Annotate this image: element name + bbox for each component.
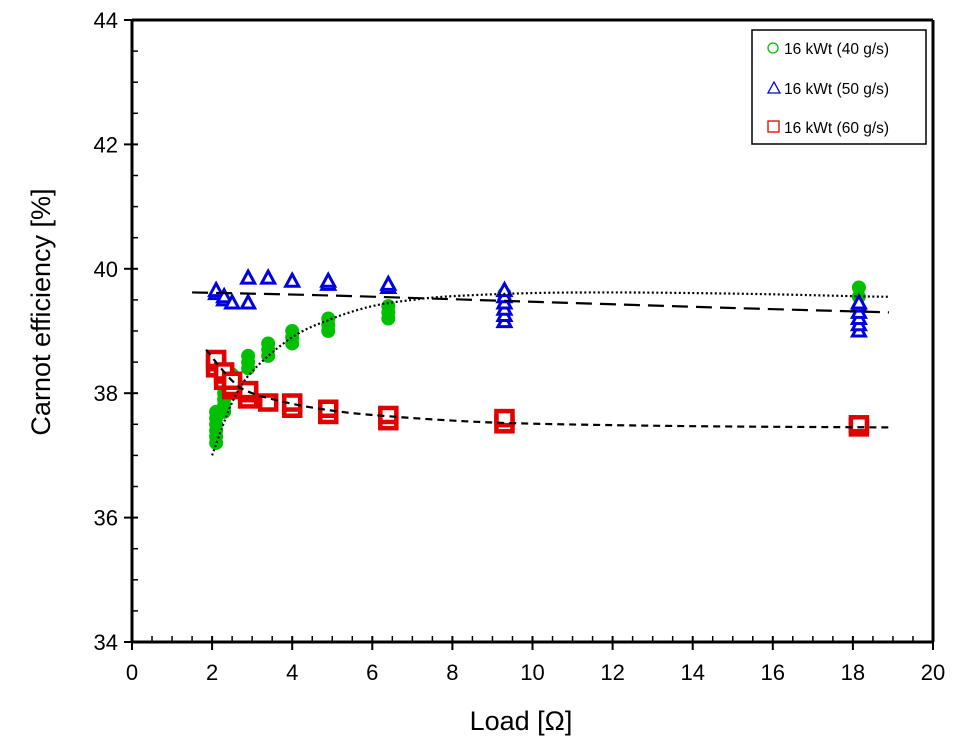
trend-line-dotted (211, 291, 889, 456)
x-tick-label: 0 (126, 660, 138, 685)
x-tick-label: 4 (286, 660, 298, 685)
data-point-circle (241, 348, 256, 363)
data-point-circle (321, 311, 336, 326)
circle-marker-icon (767, 42, 779, 54)
legend-item-50gs: 16 kWt (50 g/s) (766, 80, 889, 98)
data-point-circle (285, 324, 300, 338)
triangle-marker-icon (766, 80, 782, 94)
data-point-triangle (283, 271, 302, 288)
data-point-triangle (379, 274, 398, 291)
trend-lines (192, 291, 889, 456)
x-tick-label: 8 (446, 660, 458, 685)
legend-item-60gs: 16 kWt (60 g/s) (767, 120, 889, 137)
x-tick-label: 18 (841, 660, 865, 685)
axis-ticks (124, 19, 934, 650)
data-point-triangle (239, 267, 258, 285)
x-tick-label: 10 (520, 660, 544, 685)
data-point-circle (261, 336, 276, 351)
y-tick-label: 34 (94, 630, 118, 655)
data-point-circle (851, 280, 866, 295)
square-marker-icon (767, 120, 780, 133)
x-tick-label: 16 (761, 660, 785, 685)
data-point-square (848, 415, 870, 434)
data-point-triangle (239, 292, 258, 310)
data-point-triangle (849, 292, 868, 310)
data-point-triangle (319, 271, 338, 288)
y-tick-label: 42 (94, 132, 118, 157)
legend-label: 16 kWt (40 g/s) (784, 41, 889, 58)
data-point-triangle (223, 292, 242, 310)
x-tick-label: 2 (206, 660, 218, 685)
trend-line-short-dash (205, 348, 889, 429)
x-tick-labels: 0 2 4 6 8 10 12 14 16 18 20 (126, 660, 945, 685)
legend-box (751, 29, 927, 145)
data-points (205, 267, 870, 450)
x-axis-title: Load [Ω] (470, 706, 573, 736)
x-tick-label: 20 (921, 660, 945, 685)
y-tick-label: 36 (94, 506, 118, 531)
y-tick-label: 38 (94, 381, 118, 406)
x-tick-label: 12 (600, 660, 624, 685)
legend-label: 16 kWt (50 g/s) (784, 81, 889, 98)
y-axis-title: Carnot efficiency [%] (26, 188, 56, 435)
y-tick-labels: 34 36 38 40 42 44 (94, 8, 118, 655)
legend-item-40gs: 16 kWt (40 g/s) (767, 41, 889, 58)
trend-line-long-dash (192, 291, 889, 314)
y-tick-label: 44 (94, 8, 118, 33)
data-point-triangle (259, 267, 278, 285)
data-point-triangle (215, 286, 234, 304)
data-point-square (494, 408, 515, 428)
data-point-triangle (495, 280, 514, 298)
legend: 16 kWt (40 g/s) 16 kWt (50 g/s) 16 kWt (… (751, 29, 927, 145)
legend-label: 16 kWt (60 g/s) (784, 120, 889, 137)
x-tick-label: 14 (680, 660, 704, 685)
x-tick-label: 6 (366, 660, 378, 685)
y-tick-label: 40 (94, 257, 118, 282)
